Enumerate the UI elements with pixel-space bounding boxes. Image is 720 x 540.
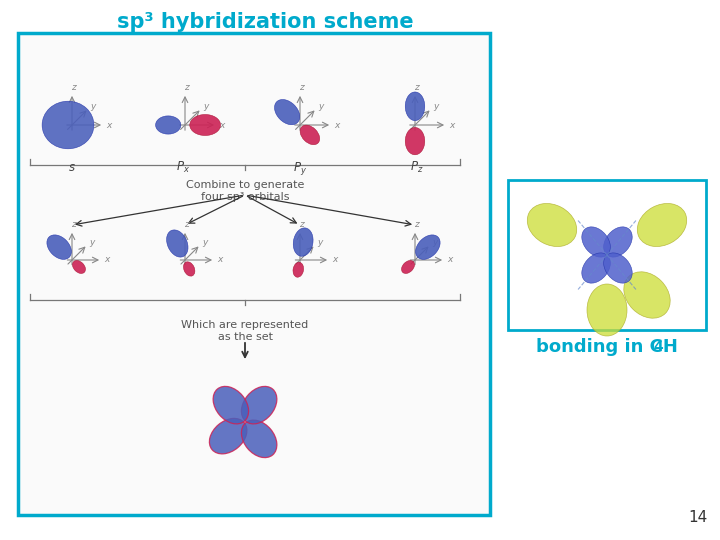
- Text: z: z: [184, 220, 189, 229]
- Text: $P_y$: $P_y$: [293, 160, 307, 177]
- Text: z: z: [71, 220, 76, 229]
- Ellipse shape: [42, 101, 94, 149]
- Ellipse shape: [166, 230, 188, 257]
- Ellipse shape: [241, 420, 277, 457]
- Ellipse shape: [190, 114, 220, 136]
- Ellipse shape: [156, 116, 181, 134]
- Ellipse shape: [73, 260, 86, 273]
- Ellipse shape: [402, 260, 415, 273]
- Text: z: z: [71, 83, 76, 92]
- Text: 4: 4: [653, 340, 662, 354]
- Ellipse shape: [184, 262, 195, 276]
- Ellipse shape: [405, 92, 425, 120]
- Text: x: x: [449, 120, 454, 130]
- Ellipse shape: [624, 272, 670, 318]
- Text: z: z: [413, 83, 418, 92]
- Text: y: y: [204, 102, 209, 111]
- Text: y: y: [318, 238, 323, 247]
- Text: x: x: [217, 255, 222, 265]
- Ellipse shape: [405, 127, 425, 155]
- Text: bonding in CH: bonding in CH: [536, 338, 678, 356]
- Ellipse shape: [582, 227, 611, 257]
- Text: x: x: [104, 255, 109, 265]
- Text: $s$: $s$: [68, 161, 76, 174]
- Ellipse shape: [603, 227, 632, 257]
- Text: y: y: [433, 238, 438, 247]
- Text: x: x: [106, 120, 112, 130]
- Text: y: y: [91, 102, 96, 111]
- Bar: [18, 33, 490, 515]
- Text: z: z: [184, 83, 189, 92]
- Ellipse shape: [527, 204, 577, 247]
- Ellipse shape: [637, 204, 687, 247]
- Bar: [508, 180, 706, 330]
- Text: x: x: [219, 120, 225, 130]
- Text: sp³ hybridization scheme: sp³ hybridization scheme: [117, 12, 413, 32]
- Ellipse shape: [603, 253, 632, 283]
- Text: 14: 14: [689, 510, 708, 525]
- Text: y: y: [89, 238, 95, 247]
- Ellipse shape: [47, 235, 71, 259]
- Ellipse shape: [210, 418, 247, 454]
- Text: z: z: [299, 83, 303, 92]
- Text: y: y: [202, 238, 208, 247]
- Ellipse shape: [300, 125, 320, 145]
- Text: $P_z$: $P_z$: [410, 160, 424, 175]
- Ellipse shape: [582, 253, 611, 283]
- Ellipse shape: [293, 228, 313, 256]
- Text: x: x: [447, 255, 452, 265]
- Text: y: y: [319, 102, 324, 111]
- Ellipse shape: [241, 387, 277, 424]
- Ellipse shape: [293, 262, 304, 277]
- Text: y: y: [433, 102, 439, 111]
- Text: $P_x$: $P_x$: [176, 160, 190, 175]
- Ellipse shape: [587, 284, 627, 336]
- Text: x: x: [334, 120, 339, 130]
- Ellipse shape: [415, 235, 440, 259]
- Ellipse shape: [213, 387, 248, 424]
- Text: z: z: [299, 220, 303, 229]
- Text: Which are represented
as the set: Which are represented as the set: [181, 320, 309, 342]
- Ellipse shape: [274, 99, 300, 125]
- Text: z: z: [413, 220, 418, 229]
- Text: x: x: [332, 255, 338, 265]
- Text: Combine to generate
four sp³ orbitals: Combine to generate four sp³ orbitals: [186, 180, 304, 201]
